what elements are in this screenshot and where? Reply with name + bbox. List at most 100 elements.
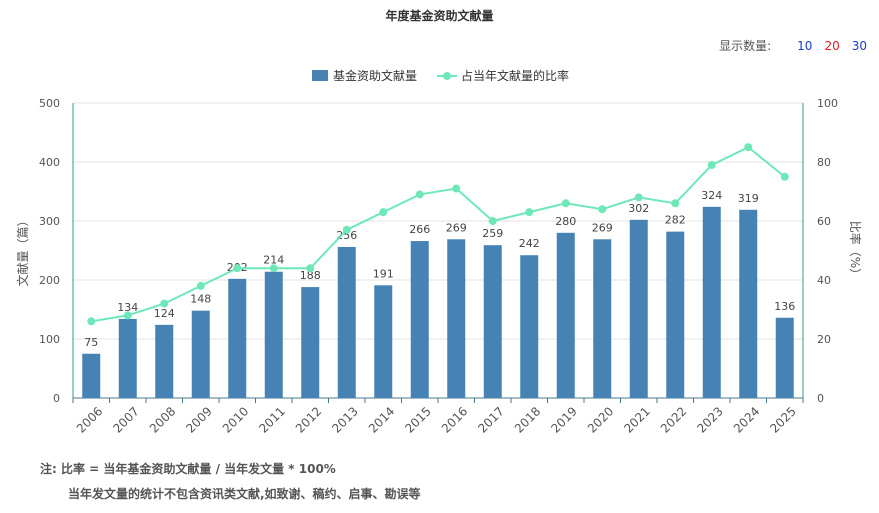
x-tick-label: 2011 (256, 404, 287, 435)
ratio-point (634, 193, 643, 202)
bar-data-label: 269 (446, 221, 467, 234)
bar-data-labels: 7513412414820221418825619126626925924228… (84, 189, 795, 349)
x-tick-label: 2018 (512, 404, 543, 435)
y-left-tick-label: 300 (39, 215, 60, 228)
x-tick-label: 2022 (658, 404, 689, 435)
x-tick-label: 2009 (183, 404, 214, 435)
bar (520, 255, 539, 398)
ratio-point (671, 199, 680, 208)
bar-data-label: 124 (154, 307, 175, 320)
x-tick-label: 2020 (585, 404, 616, 435)
axis-labels: 文献量（篇） 比率（%） (15, 214, 863, 286)
bar-data-label: 302 (628, 202, 649, 215)
ratio-point (561, 199, 570, 208)
bar (410, 241, 429, 398)
bar-data-label: 188 (300, 269, 321, 282)
bar-data-label: 324 (701, 189, 722, 202)
bar-data-label: 282 (665, 214, 686, 227)
y-right-tick-label: 0 (817, 392, 824, 405)
x-tick-label: 2014 (366, 404, 397, 435)
display-count-option-20[interactable]: 20 (824, 38, 840, 53)
x-tick-label: 2023 (694, 404, 725, 435)
bar-data-label: 259 (482, 227, 503, 240)
y-right-tick-label: 100 (817, 97, 838, 110)
bar (374, 285, 393, 398)
legend-bar-swatch (312, 70, 328, 81)
x-tick-label: 2008 (147, 404, 178, 435)
x-tick-label: 2015 (402, 404, 433, 435)
bar-series (82, 206, 794, 398)
bar (556, 232, 575, 398)
x-tick-label: 2021 (621, 404, 652, 435)
x-tick-label: 2007 (110, 404, 141, 435)
line-series (87, 143, 789, 326)
ratio-point (87, 317, 96, 326)
x-tick-label: 2025 (767, 404, 798, 435)
bar-data-label: 191 (373, 267, 394, 280)
ratio-point (123, 311, 132, 320)
bar-data-label: 269 (592, 221, 613, 234)
bar-data-label: 280 (555, 215, 576, 228)
y-left-tick-label: 100 (39, 333, 60, 346)
x-tick-label: 2019 (548, 404, 579, 435)
ratio-point (160, 299, 169, 308)
y-right-axis-label: 比率（%） (848, 221, 863, 280)
x-tick-label: 2024 (731, 404, 762, 435)
bar-data-label: 134 (117, 301, 138, 314)
ratio-point (415, 190, 424, 199)
chart-title: 年度基金资助文献量 (385, 9, 494, 23)
x-tick-labels: 2006 2007 2008 2009 2010 2011 2012 2013 2014 2015… (74, 404, 799, 435)
bar-data-label: 242 (519, 237, 540, 250)
bar (447, 239, 466, 398)
y-left-tick-label: 200 (39, 274, 60, 287)
bar (593, 239, 612, 398)
display-count-option-10[interactable]: 10 (797, 38, 813, 53)
axes (72, 103, 804, 403)
ratio-point (452, 184, 461, 193)
x-tick-label: 2010 (220, 404, 251, 435)
bar (118, 318, 137, 398)
bar-data-label: 148 (190, 293, 211, 306)
y-left-tick-label: 0 (53, 392, 60, 405)
legend-bar-label: 基金资助文献量 (333, 68, 417, 83)
bar (155, 324, 174, 398)
ratio-point (525, 208, 534, 217)
bar (775, 317, 794, 398)
bar (301, 287, 320, 398)
y-right-tick-label: 80 (817, 156, 831, 169)
bar (82, 353, 101, 398)
bar-data-label: 266 (409, 223, 430, 236)
display-count-option-30[interactable]: 30 (851, 38, 867, 53)
ratio-point (269, 264, 278, 273)
bar (228, 278, 247, 398)
note-formula: 注: 比率 = 当年基金资助文献量 / 当年发文量 * 100% (40, 462, 336, 476)
y-right-tick-label: 60 (817, 215, 831, 228)
ratio-point (196, 281, 205, 290)
ratio-line (91, 146, 786, 323)
y-left-tick-labels: 0 100 200 300 400 500 (39, 97, 60, 405)
bar (702, 206, 721, 398)
x-tick-label: 2006 (74, 404, 105, 435)
grid-lines (73, 102, 803, 399)
bar-data-label: 75 (84, 336, 98, 349)
bar (264, 271, 283, 398)
x-tick-label: 2012 (293, 404, 324, 435)
x-tick-label: 2017 (475, 404, 506, 435)
legend-line-label: 占当年文献量的比率 (461, 68, 569, 83)
bar (337, 246, 356, 398)
ratio-point (780, 172, 789, 181)
note-exclusion: 当年发文量的统计不包含资讯类文献,如致谢、稿约、启事、勘误等 (68, 487, 421, 501)
bar (666, 231, 685, 398)
bar-data-label: 136 (774, 300, 795, 313)
y-right-tick-labels: 0 20 40 60 80 100 (817, 97, 838, 405)
bar (483, 245, 502, 398)
ratio-point (744, 143, 753, 152)
legend: 基金资助文献量 占当年文献量的比率 (312, 68, 569, 83)
display-count-selector: 显示数量: 10 20 30 (719, 37, 867, 54)
ratio-point (306, 264, 315, 273)
bar (191, 310, 210, 398)
y-right-tick-label: 40 (817, 274, 831, 287)
legend-line-marker (443, 72, 451, 80)
ratio-point (707, 160, 716, 169)
ratio-point (598, 205, 607, 214)
